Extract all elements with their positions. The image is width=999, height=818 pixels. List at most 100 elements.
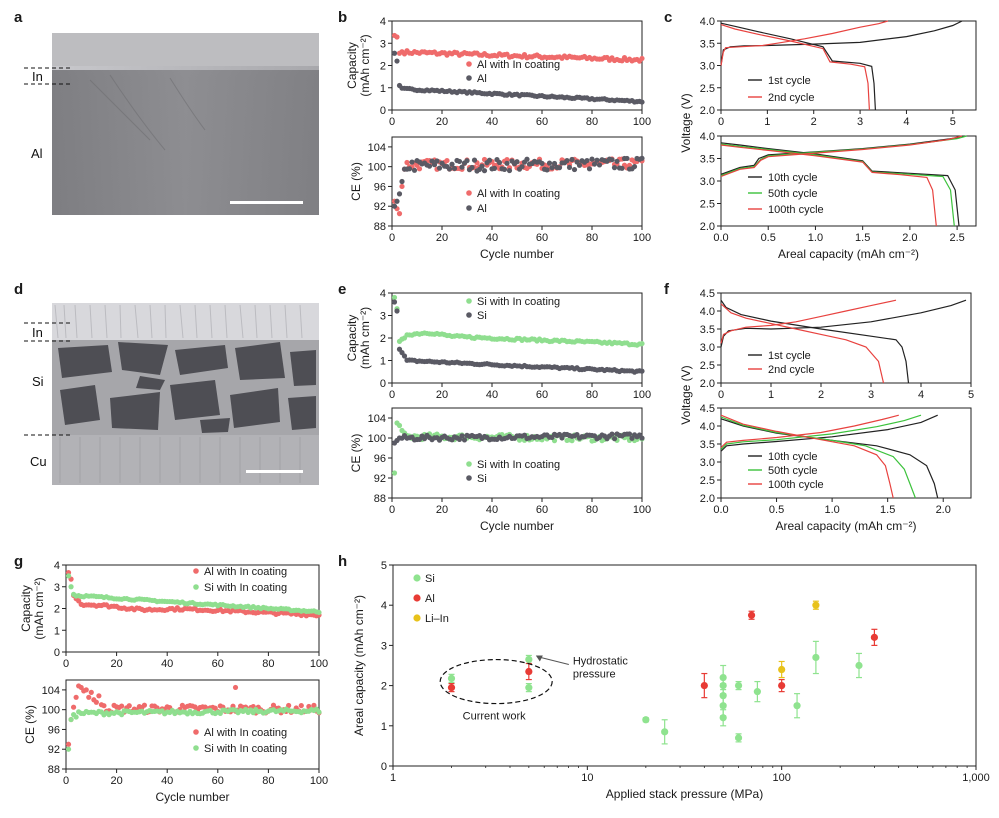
y-tick-label: 4 bbox=[54, 560, 60, 572]
y-tick-label: 4 bbox=[380, 16, 386, 28]
data-point bbox=[434, 158, 440, 164]
data-point bbox=[793, 702, 801, 710]
legend-label: Al with In coating bbox=[477, 59, 560, 71]
data-point bbox=[446, 166, 453, 172]
x-tick-label: 1.5 bbox=[855, 232, 870, 244]
annotation-pressure: pressure bbox=[573, 668, 616, 680]
data-point bbox=[551, 160, 558, 167]
y-tick-label: 3 bbox=[380, 311, 386, 323]
y-tick-label: 2.0 bbox=[700, 221, 715, 233]
y-axis-label-line: (mAh cm⁻²) bbox=[32, 577, 46, 639]
legend-swatch bbox=[193, 729, 199, 735]
data-point bbox=[812, 653, 820, 662]
data-point bbox=[855, 661, 863, 670]
y-axis-label: CE (%) bbox=[349, 434, 363, 473]
data-point bbox=[624, 155, 630, 162]
annotation-current-work: Current work bbox=[463, 711, 526, 723]
plot-frame bbox=[720, 407, 972, 499]
y-tick-label: 0 bbox=[380, 105, 386, 117]
micrograph-d: In Si Cu bbox=[24, 303, 319, 485]
y-tick-label: 88 bbox=[374, 493, 386, 505]
y-tick-label: 2.0 bbox=[700, 493, 715, 505]
y-tick-label: 104 bbox=[42, 685, 60, 697]
data-point bbox=[391, 470, 398, 476]
y-tick-label: 100 bbox=[368, 162, 386, 174]
x-tick-label: 2.0 bbox=[902, 232, 917, 244]
y-tick-label: 4.0 bbox=[700, 16, 715, 28]
data-point bbox=[459, 433, 465, 439]
y-tick-label: 1 bbox=[54, 625, 60, 637]
series-line bbox=[720, 416, 916, 499]
micrograph-a: In Al bbox=[24, 33, 319, 215]
data-point bbox=[594, 157, 600, 163]
x-axis-label: Cycle number bbox=[480, 519, 554, 533]
data-point bbox=[436, 165, 443, 171]
series-line bbox=[720, 299, 910, 384]
data-point bbox=[753, 688, 761, 696]
y-tick-label: 4 bbox=[381, 600, 387, 612]
data-point bbox=[626, 431, 633, 437]
data-point bbox=[471, 157, 478, 163]
legend-label: Si bbox=[425, 573, 435, 585]
data-point bbox=[65, 746, 72, 752]
data-point bbox=[394, 34, 400, 40]
y-axis-label: CE (%) bbox=[23, 705, 37, 744]
x-tick-label: 1 bbox=[768, 389, 774, 401]
legend-label: Al with In coating bbox=[204, 566, 287, 578]
x-tick-label: 0 bbox=[389, 116, 395, 128]
y-tick-label: 2 bbox=[380, 61, 386, 73]
legend-swatch bbox=[466, 75, 472, 81]
y-tick-label: 92 bbox=[374, 201, 386, 213]
data-point bbox=[93, 699, 99, 705]
legend-label: 2nd cycle bbox=[768, 364, 814, 376]
data-point bbox=[639, 55, 645, 62]
y-tick-label: 3.0 bbox=[700, 176, 715, 188]
y-tick-label: 3.5 bbox=[700, 439, 715, 451]
y-tick-label: 3.5 bbox=[700, 154, 715, 166]
data-point bbox=[778, 665, 786, 674]
data-point bbox=[700, 682, 708, 690]
x-tick-label: 2 bbox=[818, 389, 824, 401]
data-point bbox=[447, 674, 456, 682]
data-point bbox=[456, 158, 463, 165]
data-point bbox=[525, 684, 533, 692]
x-tick-label: 0.0 bbox=[713, 504, 728, 516]
data-point bbox=[391, 50, 398, 56]
panel-letter-b: b bbox=[338, 9, 347, 26]
legend-label: Al with In coating bbox=[477, 188, 560, 200]
data-point bbox=[569, 156, 575, 163]
data-point bbox=[401, 353, 408, 359]
data-point bbox=[396, 422, 403, 429]
x-tick-label: 20 bbox=[436, 504, 448, 516]
data-point bbox=[506, 167, 513, 174]
x-tick-label: 80 bbox=[586, 116, 598, 128]
y-axis-label-line: Capacity bbox=[19, 585, 33, 632]
plot-frame bbox=[392, 564, 977, 767]
x-tick-label: 0 bbox=[63, 775, 69, 787]
y-axis-label-line: (mAh cm⁻²) bbox=[358, 307, 372, 369]
legend-label: Al bbox=[477, 203, 487, 215]
legend-swatch bbox=[466, 298, 472, 304]
data-point bbox=[451, 165, 458, 172]
micrograph-d-scale-bar bbox=[246, 470, 303, 473]
y-tick-label: 96 bbox=[48, 724, 60, 736]
data-point bbox=[747, 611, 756, 619]
data-point bbox=[399, 178, 405, 185]
x-tick-label: 4 bbox=[918, 389, 924, 401]
y-axis-label: CE (%) bbox=[349, 162, 363, 201]
data-point bbox=[611, 165, 618, 171]
y-axis-label: Capacity(mAh cm⁻²) bbox=[19, 577, 46, 639]
y-tick-label: 1 bbox=[381, 721, 387, 733]
data-point bbox=[719, 702, 727, 710]
x-tick-label: 60 bbox=[536, 116, 548, 128]
legend-swatch bbox=[466, 312, 472, 318]
micrograph-a-top-region bbox=[52, 33, 319, 68]
data-point bbox=[611, 436, 618, 442]
data-point bbox=[614, 158, 620, 164]
legend-label: Al with In coating bbox=[204, 727, 287, 739]
y-tick-label: 3.5 bbox=[700, 38, 715, 50]
x-tick-label: 10 bbox=[581, 772, 593, 784]
y-tick-label: 92 bbox=[48, 744, 60, 756]
data-point bbox=[86, 694, 92, 700]
chart-f-voltage-early: 0 1 2 3 4 5 2.0 2.5 3.0 3.5 4.0 4.5 1st cycle 2nd cyc… bbox=[700, 288, 974, 401]
